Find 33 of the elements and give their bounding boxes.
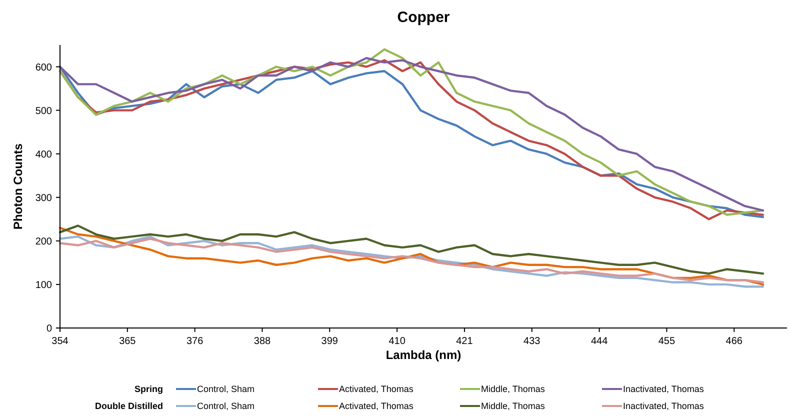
y-tick-label: 0 [46, 324, 52, 334]
line-series [58, 226, 764, 286]
x-tick-label: 444 [590, 336, 608, 347]
y-tick-label: 500 [35, 106, 52, 117]
x-tick-label: 388 [254, 336, 272, 347]
legend-label: Middle, Thomas [481, 401, 546, 412]
x-tick-label: 354 [52, 336, 69, 347]
text: Spring [134, 384, 163, 394]
y-tick-label: 100 [35, 280, 52, 291]
legend-label: Control, Sham [197, 384, 255, 394]
chart-title: Copper [397, 9, 450, 26]
y-axis-title: Photon Counts [11, 143, 25, 230]
legend-label: Middle, Thomas [481, 384, 546, 394]
legend-label: Activated, Thomas [339, 401, 414, 412]
text: Double Distilled [94, 401, 163, 412]
line-series [58, 224, 764, 275]
x-tick-label: 421 [456, 336, 474, 347]
y-tick-label: 400 [35, 149, 52, 160]
legend-label: Inactivated, Thomas [623, 401, 704, 412]
legend-label: Activated, Thomas [339, 384, 414, 394]
x-axis-title: Lambda (nm) [386, 348, 462, 362]
x-tick-label: 376 [186, 336, 204, 347]
x-tick-label: 365 [119, 336, 136, 347]
x-tick-label: 410 [388, 336, 406, 347]
y-tick-label: 300 [35, 192, 52, 204]
x-tick-label: 455 [658, 336, 676, 347]
x-tick-label: 399 [321, 336, 338, 347]
y-tick-label: 200 [35, 236, 52, 248]
legend-label: Control, Sham [197, 401, 255, 412]
x-tick-label: 466 [726, 336, 743, 347]
y-tick-label: 600 [35, 62, 52, 74]
legend-label: Inactivated, Thomas [623, 384, 704, 394]
x-tick-label: 433 [524, 336, 541, 347]
